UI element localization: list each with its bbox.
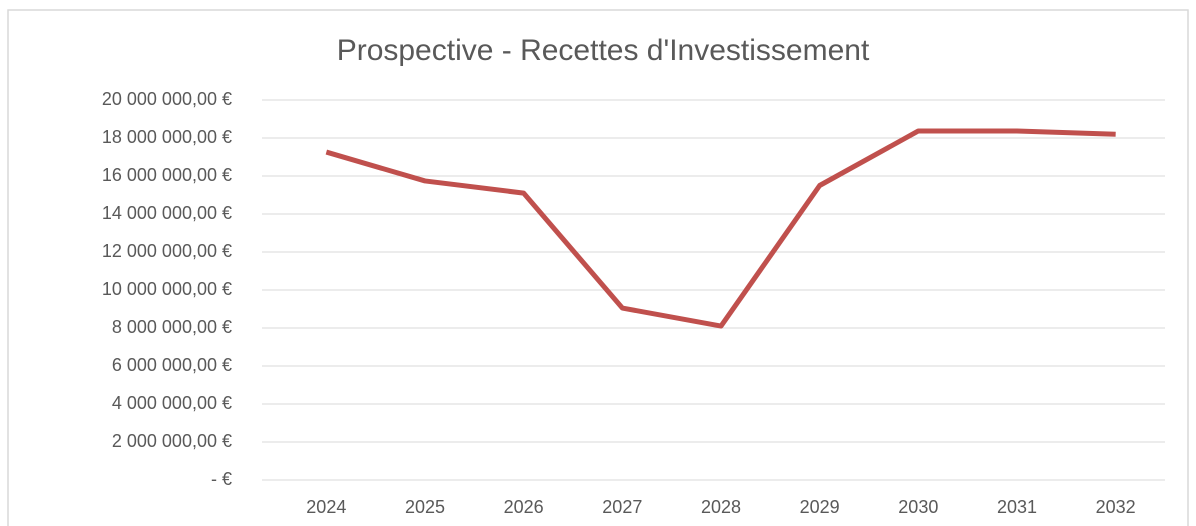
y-tick-label: 16 000 000,00 €	[102, 165, 232, 185]
y-tick-label: 18 000 000,00 €	[102, 127, 232, 147]
y-tick-label: 20 000 000,00 €	[102, 89, 232, 109]
y-tick-label: 6 000 000,00 €	[112, 355, 232, 375]
x-tick-label: 2027	[602, 497, 642, 517]
x-tick-label: 2024	[306, 497, 346, 517]
x-tick-label: 2029	[800, 497, 840, 517]
x-tick-label: 2028	[701, 497, 741, 517]
chart-border	[7, 9, 1189, 526]
x-tick-label: 2030	[898, 497, 938, 517]
y-tick-label: 14 000 000,00 €	[102, 203, 232, 223]
x-tick-label: 2025	[405, 497, 445, 517]
x-tick-label: 2026	[504, 497, 544, 517]
x-tick-label: 2031	[997, 497, 1037, 517]
x-tick-label: 2032	[1096, 497, 1136, 517]
data-line	[325, 128, 1116, 329]
y-tick-label: - €	[211, 469, 232, 489]
y-tick-label: 4 000 000,00 €	[112, 393, 232, 413]
y-tick-label: 12 000 000,00 €	[102, 241, 232, 261]
y-tick-label: 10 000 000,00 €	[102, 279, 232, 299]
y-tick-label: 8 000 000,00 €	[112, 317, 232, 337]
y-tick-label: 2 000 000,00 €	[112, 431, 232, 451]
chart-title: Prospective - Recettes d'Investissement	[337, 34, 870, 67]
